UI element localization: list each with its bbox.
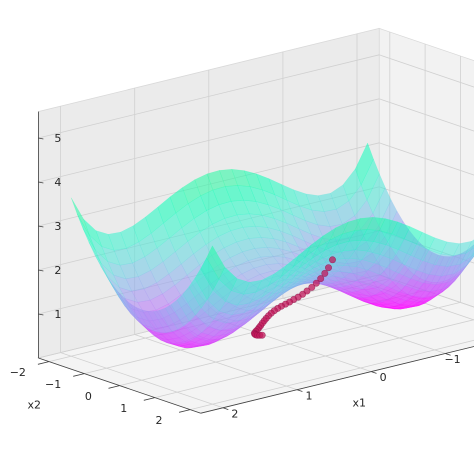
x1-tick [371,371,377,374]
surface-patch [355,142,374,186]
trajectory-point [317,275,325,283]
x2-tick [108,385,120,389]
trajectory-point [258,331,266,339]
surface-patch [366,173,386,214]
surface-patch [317,227,337,249]
z-tick-label: 3 [54,220,61,233]
x2-tick [143,397,155,401]
gridline-z-left [379,98,474,132]
x2-tick [73,373,85,377]
gridline-z-right [38,54,380,139]
x2-tick-label: 2 [156,414,163,427]
x2-tick-label: −2 [10,366,26,379]
z-tick-label: 5 [54,132,61,145]
gridline-z-left [379,186,474,220]
gridline-z-left [379,54,474,88]
surface-mesh [71,142,474,349]
x1-tick-label: 1 [306,389,313,402]
trajectory-points [251,256,336,339]
z-tick-label: 2 [54,264,61,277]
axes [37,111,474,414]
z-tick [38,181,44,184]
x1-tick-label: −1 [444,353,460,366]
surface-patch [71,197,90,236]
y-axis-label: x2 [27,399,41,412]
trajectory-point [308,283,316,291]
x1-axis-line [200,346,474,414]
x2-tick [37,361,50,365]
z-tick-label: 4 [54,176,61,189]
gridline-x2-floor [190,339,474,410]
z-tick-label: 1 [54,308,61,321]
surface-patch [82,228,102,264]
surface-patch [342,218,361,235]
gridline-z-right [38,98,380,183]
trajectory-point [321,269,329,277]
z-tick [38,313,44,316]
x2-tick-label: 1 [120,402,127,415]
x2-tick-label: 0 [85,390,92,403]
surface-patch [88,242,108,277]
gridline-z-left [379,142,474,176]
z-tick [38,225,44,228]
x1-tick [222,407,229,410]
x2-tick [179,409,191,413]
surface-patch [206,245,226,280]
gridline-x2-floor [154,319,474,398]
z-tick [38,137,44,140]
trajectory-point [324,264,332,272]
x1-tick-label: 2 [231,407,238,420]
trajectory-point [328,256,336,264]
x-axis-label: x1 [352,397,366,410]
trajectory-point [312,279,320,287]
x1-tick-label: 0 [380,371,387,384]
x2-tick-label: −1 [45,378,61,391]
x1-tick [445,353,451,356]
x1-tick [296,389,303,392]
x2-axis-line [38,357,201,414]
z-tick [38,269,44,272]
gridline-x2-floor [119,302,461,386]
surface-patch [76,213,96,251]
